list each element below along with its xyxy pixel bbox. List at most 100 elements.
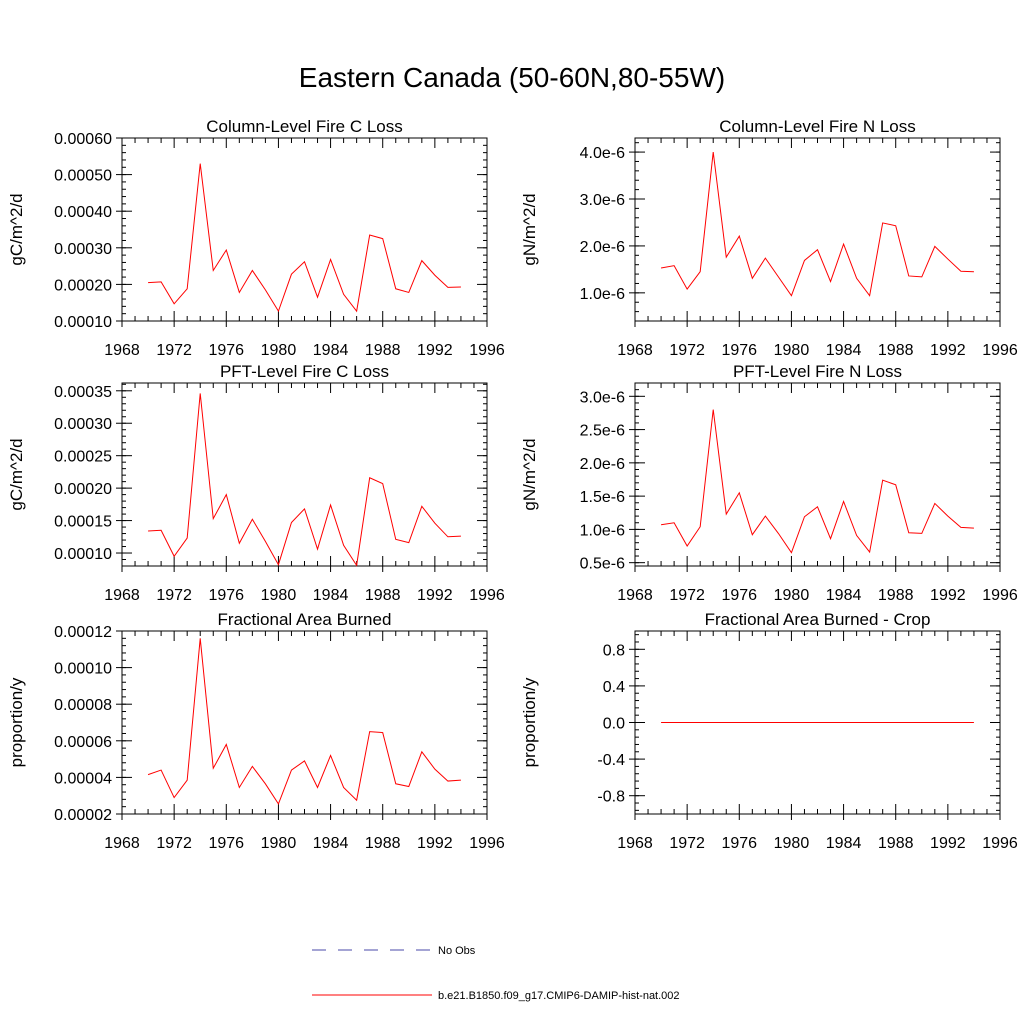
x-tick-label: 1972 <box>156 835 192 852</box>
y-tick-label: 1.0e-6 <box>580 522 625 539</box>
x-tick-label: 1992 <box>930 587 966 604</box>
chart-panel-2: Column-Level Fire N Loss gN/m^2/d 1968 1972… <box>520 117 1018 359</box>
x-tick-label: 1984 <box>826 835 862 852</box>
panels: Column-Level Fire C Loss gC/m^2/d 1968 1972… <box>7 117 1018 852</box>
chart-panel-3: PFT-Level Fire C Loss gC/m^2/d 1968 1972 197… <box>7 362 505 604</box>
x-tick-label: 1992 <box>930 342 966 359</box>
y-tick-label: 0.4 <box>603 679 625 696</box>
x-tick-label: 1968 <box>104 587 140 604</box>
x-tick-label: 1992 <box>417 587 453 604</box>
plot-frame <box>634 137 1001 322</box>
chart-panel-5: Fractional Area Burned proportion/y 1968 19… <box>7 610 505 852</box>
y-tick-label: 0.5e-6 <box>580 556 625 573</box>
y-tick-label: 0.00012 <box>54 624 112 641</box>
panel-title: PFT-Level Fire N Loss <box>733 362 902 381</box>
x-tick-label: 1976 <box>208 342 244 359</box>
y-tick-label: 0.00030 <box>54 241 112 258</box>
x-tick-label: 1980 <box>261 342 297 359</box>
x-tick-label: 1992 <box>417 342 453 359</box>
x-tick-label: 1988 <box>878 342 914 359</box>
y-axis-label: gN/m^2/d <box>520 438 539 510</box>
series-line-1 <box>660 152 974 297</box>
y-tick-label: 2.0e-6 <box>580 456 625 473</box>
x-tick-label: 1980 <box>261 835 297 852</box>
chart-panel-4: PFT-Level Fire N Loss gN/m^2/d 1968 1972 197… <box>520 362 1018 604</box>
y-tick-label: 0.00010 <box>54 314 112 331</box>
x-tick-label: 1988 <box>878 587 914 604</box>
plot-frame <box>121 382 488 567</box>
x-tick-label: 1972 <box>669 587 705 604</box>
y-tick-label: 0.00030 <box>54 416 112 433</box>
x-tick-label: 1976 <box>208 587 244 604</box>
x-tick-label: 1968 <box>617 835 653 852</box>
plot-frame <box>121 137 488 322</box>
y-tick-label: 0.00002 <box>54 807 112 824</box>
y-tick-label: -0.4 <box>597 752 625 769</box>
y-tick-label: 0.00010 <box>54 546 112 563</box>
panel-title: Fractional Area Burned - Crop <box>705 610 931 629</box>
y-tick-label: 0.00035 <box>54 384 112 401</box>
y-tick-label: 3.0e-6 <box>580 192 625 209</box>
y-tick-label: 3.0e-6 <box>580 389 625 406</box>
x-tick-label: 1996 <box>469 587 505 604</box>
y-tick-label: -0.8 <box>597 789 625 806</box>
y-tick-label: 4.0e-6 <box>580 145 625 162</box>
y-tick-label: 0.00020 <box>54 277 112 294</box>
x-tick-label: 1968 <box>104 342 140 359</box>
x-tick-label: 1976 <box>721 587 757 604</box>
x-tick-label: 1980 <box>774 342 810 359</box>
y-axis-label: gC/m^2/d <box>7 193 26 265</box>
y-tick-label: 1.0e-6 <box>580 286 625 303</box>
y-tick-label: 0.00006 <box>54 734 112 751</box>
y-tick-label: 2.5e-6 <box>580 423 625 440</box>
x-tick-label: 1984 <box>313 835 349 852</box>
x-tick-label: 1996 <box>982 835 1018 852</box>
x-tick-label: 1984 <box>313 342 349 359</box>
x-tick-label: 1988 <box>365 835 401 852</box>
series-line-1 <box>148 393 461 567</box>
x-tick-label: 1992 <box>930 835 966 852</box>
figure-title: Eastern Canada (50-60N,80-55W) <box>298 62 726 93</box>
legend: No Obs b.e21.B1850.f09_g17.CMIP6-DAMIP-h… <box>312 945 680 1002</box>
x-tick-label: 1972 <box>669 835 705 852</box>
x-tick-label: 1976 <box>208 835 244 852</box>
x-tick-label: 1996 <box>469 835 505 852</box>
series-line-1 <box>660 409 974 554</box>
x-tick-label: 1980 <box>774 587 810 604</box>
y-tick-label: 0.00008 <box>54 697 112 714</box>
x-tick-label: 1976 <box>721 835 757 852</box>
y-tick-label: 1.5e-6 <box>580 489 625 506</box>
panel-title: PFT-Level Fire C Loss <box>220 362 389 381</box>
x-tick-label: 1996 <box>469 342 505 359</box>
x-tick-label: 1984 <box>313 587 349 604</box>
plot-frame <box>121 630 488 815</box>
y-tick-label: 0.00060 <box>54 131 112 148</box>
y-axis-label: proportion/y <box>7 677 26 767</box>
x-tick-label: 1972 <box>156 342 192 359</box>
x-tick-label: 1980 <box>261 587 297 604</box>
x-tick-label: 1968 <box>104 835 140 852</box>
x-tick-label: 1996 <box>982 587 1018 604</box>
x-tick-label: 1996 <box>982 342 1018 359</box>
y-tick-label: 0.00020 <box>54 481 112 498</box>
y-tick-label: 0.00040 <box>54 204 112 221</box>
panel-title: Column-Level Fire C Loss <box>206 117 403 136</box>
y-tick-label: 0.8 <box>603 642 625 659</box>
x-tick-label: 1992 <box>417 835 453 852</box>
y-tick-label: 0.0 <box>603 716 625 733</box>
x-tick-label: 1968 <box>617 342 653 359</box>
y-tick-label: 2.0e-6 <box>580 239 625 256</box>
series-line-1 <box>147 638 461 806</box>
y-axis-label: gN/m^2/d <box>520 193 539 265</box>
y-axis-label: gC/m^2/d <box>7 438 26 510</box>
x-tick-label: 1980 <box>774 835 810 852</box>
panel-title: Fractional Area Burned <box>218 610 392 629</box>
x-tick-label: 1988 <box>365 342 401 359</box>
y-tick-label: 0.00010 <box>54 661 112 678</box>
x-tick-label: 1976 <box>721 342 757 359</box>
chart-panel-1: Column-Level Fire C Loss gC/m^2/d 1968 1972… <box>7 117 505 359</box>
chart-panel-6: Fractional Area Burned - Crop proportion/… <box>520 610 1018 852</box>
legend-obs-label: No Obs <box>438 945 476 957</box>
series-line-1 <box>148 163 461 313</box>
